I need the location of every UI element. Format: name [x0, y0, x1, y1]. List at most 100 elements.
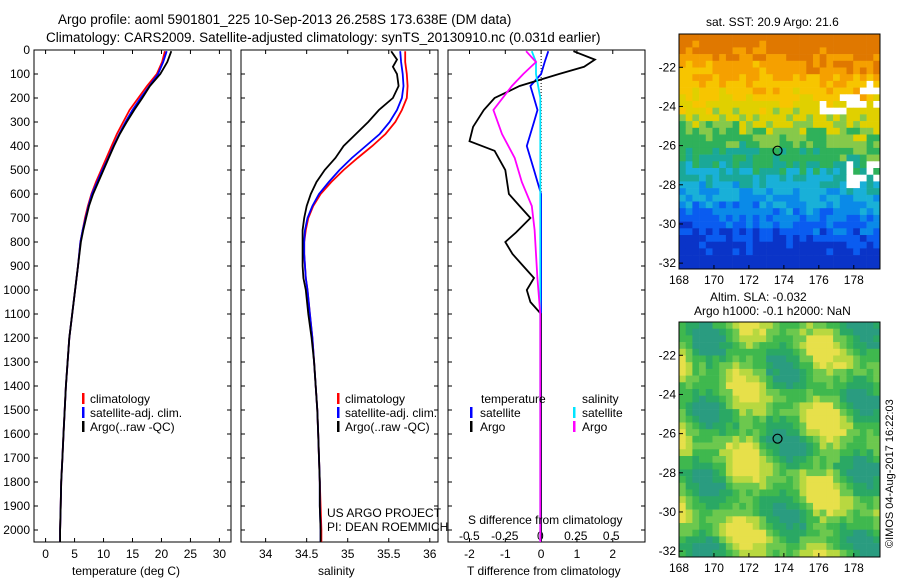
- map-cell: [819, 74, 827, 82]
- map-cell: [826, 429, 834, 437]
- map-cell: [826, 368, 834, 376]
- map-cell: [779, 422, 787, 430]
- map-cell: [792, 449, 800, 457]
- map-cell: [712, 516, 720, 524]
- map-cell: [739, 415, 747, 423]
- map-cell: [752, 462, 760, 470]
- map-cell: [786, 127, 794, 135]
- map-cell: [806, 241, 814, 249]
- map-cell: [692, 328, 700, 336]
- map-cell: [853, 496, 861, 504]
- map-cell: [792, 67, 800, 75]
- map-cell: [739, 489, 747, 497]
- map-cell: [866, 355, 874, 363]
- map-cell: [806, 476, 814, 484]
- map-cell: [846, 235, 854, 242]
- map-cell: [712, 355, 720, 363]
- map-cell: [799, 268, 807, 269]
- map-cell: [806, 429, 814, 437]
- map-cell: [752, 389, 760, 396]
- map-cell: [725, 435, 733, 443]
- map-cell: [792, 409, 800, 417]
- map-cell: [813, 382, 820, 390]
- map-cell: [826, 523, 834, 530]
- map-cell: [746, 161, 753, 169]
- map-cell: [813, 449, 820, 457]
- map-cell: [725, 462, 733, 470]
- map-cell: [712, 482, 720, 490]
- map-cell: [759, 429, 767, 437]
- y-tick-label: 500: [10, 163, 30, 177]
- map-cell: [859, 261, 867, 269]
- map-cell: [692, 529, 700, 537]
- map-cell: [813, 235, 820, 242]
- map-cell: [806, 101, 814, 108]
- map-cell: [746, 543, 753, 551]
- map-cell: [846, 74, 854, 82]
- map-cell: [692, 168, 700, 175]
- map-cell: [719, 188, 727, 196]
- map-cell: [819, 549, 827, 557]
- map-cell: [826, 489, 834, 497]
- map-cell: [859, 335, 867, 343]
- map-cell: [799, 34, 807, 41]
- map-cell: [705, 94, 713, 102]
- map-cell: [839, 476, 847, 484]
- y-tick-label: 800: [10, 235, 30, 249]
- map-cell: [759, 174, 767, 182]
- map-cell: [813, 101, 820, 108]
- x-tick-label: 168: [669, 273, 689, 287]
- map-cell: [859, 34, 867, 41]
- map-cell: [873, 395, 880, 403]
- map-cell: [839, 174, 847, 182]
- map-cell: [786, 214, 794, 222]
- map-cell: [786, 328, 794, 336]
- map-cell: [792, 235, 800, 242]
- map-cell: [813, 389, 820, 396]
- map-cell: [846, 34, 854, 41]
- map-cell: [699, 208, 707, 216]
- map-cell: [732, 409, 740, 417]
- map-cell: [766, 529, 774, 537]
- map-cell: [799, 147, 807, 155]
- map-cell: [853, 34, 861, 41]
- map-cell: [752, 342, 760, 350]
- map-cell: [826, 127, 834, 135]
- map-cell: [759, 402, 767, 410]
- map-cell: [712, 214, 720, 222]
- map-cell: [712, 147, 720, 155]
- project-pi: PI: DEAN ROEMMICH: [327, 520, 448, 534]
- map-cell: [739, 161, 747, 169]
- series-line: [59, 50, 168, 542]
- map-cell: [839, 127, 847, 135]
- map-cell: [866, 543, 874, 551]
- map-cell: [839, 60, 847, 68]
- map-cell: [712, 201, 720, 209]
- map-cell: [799, 395, 807, 403]
- map-cell: [873, 342, 880, 350]
- map-cell: [725, 496, 733, 504]
- map-cell: [766, 362, 774, 370]
- map-cell: [739, 322, 747, 329]
- map-cell: [732, 476, 740, 484]
- map-cell: [766, 536, 774, 544]
- map-cell: [719, 154, 727, 162]
- map-cell: [786, 389, 794, 396]
- map-cell: [732, 536, 740, 544]
- map-cell: [752, 355, 760, 363]
- map-cell: [859, 549, 867, 557]
- map-cell: [786, 462, 794, 470]
- map-cell: [772, 368, 780, 376]
- map-cell: [819, 395, 827, 403]
- map-cell: [685, 188, 693, 196]
- map-cell: [839, 161, 847, 169]
- map-cell: [692, 456, 700, 463]
- map-cell: [679, 348, 686, 356]
- map-cell: [705, 60, 713, 68]
- x-tick-label: 0: [42, 547, 49, 561]
- map-cell: [799, 101, 807, 108]
- map-cell: [819, 536, 827, 544]
- map-cell: [873, 556, 880, 557]
- map-cell: [692, 261, 700, 269]
- map-cell: [719, 502, 727, 510]
